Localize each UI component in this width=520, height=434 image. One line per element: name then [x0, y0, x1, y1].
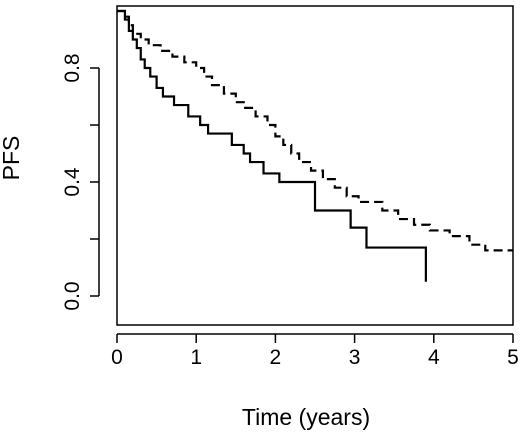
- y-axis-label: PFS: [0, 136, 24, 181]
- axes: 0 1 2 3 4 5 0.0 0.4 0.8: [61, 53, 519, 369]
- x-tick-label: 5: [507, 346, 519, 369]
- x-axis-label: Time (years): [242, 404, 370, 430]
- x-tick-label: 2: [270, 346, 282, 369]
- y-tick-label: 0.8: [61, 53, 84, 82]
- y-tick-label: 0.0: [61, 281, 84, 310]
- x-tick-label: 3: [349, 346, 361, 369]
- series-line-2-dashed: [117, 9, 513, 252]
- x-tick-label: 0: [111, 346, 123, 369]
- y-tick-label: 0.4: [61, 167, 84, 197]
- plot-frame: [116, 5, 514, 326]
- series-line-1-solid: [117, 9, 427, 282]
- x-tick-label: 4: [428, 346, 440, 369]
- x-tick-label: 1: [190, 346, 202, 369]
- survival-curves: [117, 9, 513, 282]
